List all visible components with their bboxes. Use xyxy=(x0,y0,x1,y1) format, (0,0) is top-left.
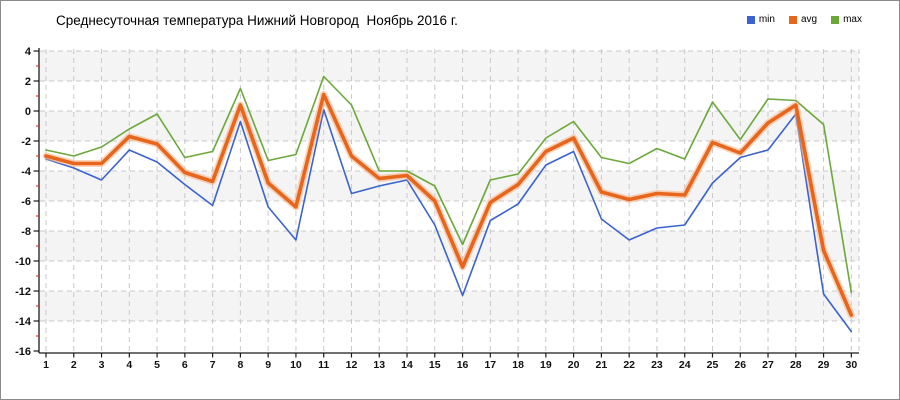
y-tick-label: -2 xyxy=(21,136,31,148)
x-tick-label: 4 xyxy=(126,359,132,371)
x-tick-label: 30 xyxy=(845,359,857,371)
legend-item-min: min xyxy=(746,14,775,25)
x-tick-label: 3 xyxy=(99,359,105,371)
plot-band xyxy=(40,51,859,81)
x-tick-label: 8 xyxy=(237,359,243,371)
x-tick-label: 2 xyxy=(71,359,77,371)
legend-item-max: max xyxy=(831,14,862,25)
x-tick-label: 23 xyxy=(651,359,663,371)
y-tick-label: -16 xyxy=(15,346,31,358)
x-tick-label: 25 xyxy=(707,359,719,371)
max-series-swatch xyxy=(831,15,840,24)
avg-series-swatch xyxy=(788,15,797,24)
y-tick-label: -6 xyxy=(21,196,31,208)
y-tick-label: 4 xyxy=(25,46,32,58)
series-line-min xyxy=(45,108,853,333)
series-line-max xyxy=(45,75,853,294)
legend-label-avg: avg xyxy=(800,14,818,25)
x-tick-label: 16 xyxy=(457,359,469,371)
x-tick-label: 19 xyxy=(540,359,552,371)
x-tick-label: 29 xyxy=(818,359,830,371)
plot-band xyxy=(40,111,859,141)
x-tick-label: 18 xyxy=(512,359,524,371)
x-tick-label: 17 xyxy=(484,359,496,371)
legend-item-avg: avg xyxy=(788,14,818,25)
x-tick-label: 11 xyxy=(318,359,329,371)
x-tick-label: 15 xyxy=(429,359,441,371)
x-tick-label: 14 xyxy=(401,359,413,371)
x-tick-label: 7 xyxy=(210,359,216,371)
y-tick-label: 0 xyxy=(25,106,31,118)
x-tick-label: 27 xyxy=(762,359,774,371)
plot-band xyxy=(40,171,859,201)
x-tick-label: 13 xyxy=(373,359,385,371)
x-tick-label: 10 xyxy=(290,359,302,371)
legend: min avg max xyxy=(746,14,862,25)
y-tick-label: -10 xyxy=(15,256,31,268)
x-tick-label: 24 xyxy=(679,359,691,371)
plot-band xyxy=(40,291,859,321)
y-tick-label: -12 xyxy=(15,286,31,298)
x-tick-label: 1 xyxy=(43,359,49,371)
x-tick-label: 21 xyxy=(596,359,608,371)
y-tick-label: 2 xyxy=(25,76,31,88)
chart-title: Среднесуточная температура Нижний Новгор… xyxy=(56,13,458,28)
legend-label-min: min xyxy=(758,14,775,25)
y-tick-label: -14 xyxy=(15,316,32,328)
min-series-swatch xyxy=(746,15,755,24)
x-tick-label: 12 xyxy=(346,359,358,371)
x-tick-label: 9 xyxy=(265,359,271,371)
x-tick-label: 28 xyxy=(790,359,802,371)
y-tick-label: -4 xyxy=(21,166,32,178)
series-line-avg xyxy=(44,92,854,317)
x-tick-label: 5 xyxy=(154,359,160,371)
legend-label-max: max xyxy=(843,14,862,25)
y-tick-label: -8 xyxy=(21,226,31,238)
x-tick-label: 26 xyxy=(734,359,746,371)
x-tick-label: 20 xyxy=(568,359,580,371)
x-tick-label: 6 xyxy=(182,359,188,371)
x-tick-label: 22 xyxy=(623,359,635,371)
